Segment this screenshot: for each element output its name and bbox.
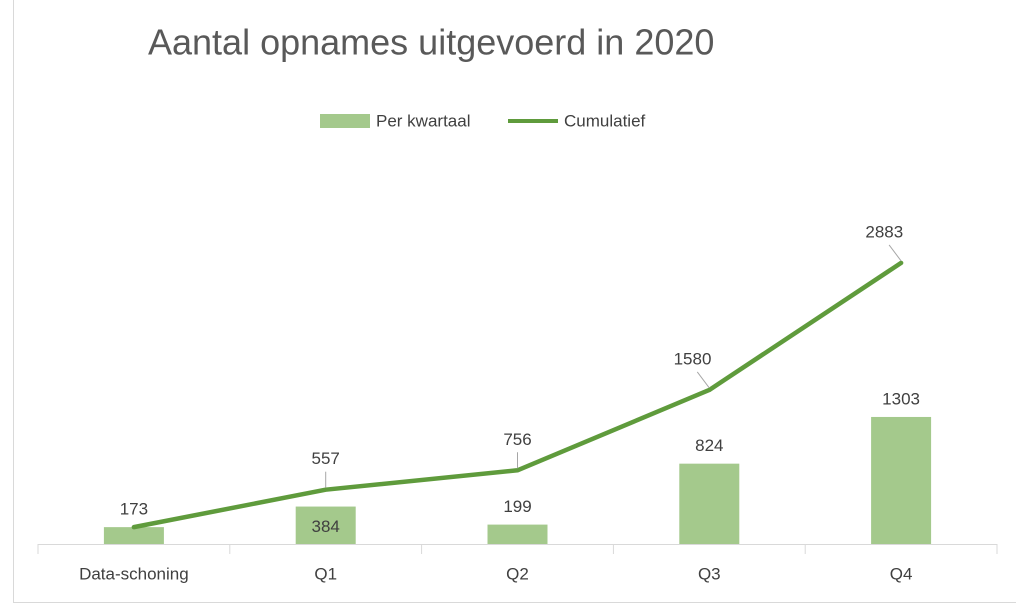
data-label: 1303 (882, 389, 920, 408)
legend-label: Per kwartaal (376, 111, 470, 130)
x-tick-label: Q4 (890, 564, 913, 583)
bar (104, 527, 164, 544)
data-label: 557 (312, 449, 340, 468)
bar (871, 417, 931, 544)
bar (679, 464, 739, 544)
bar (488, 525, 548, 544)
legend-label: Cumulatief (564, 111, 646, 130)
chart-title: Aantal opnames uitgevoerd in 2020 (148, 22, 714, 63)
data-label: 824 (695, 436, 723, 455)
data-label: 2883 (865, 222, 903, 241)
data-label: 199 (503, 497, 531, 516)
data-label: 384 (312, 517, 340, 536)
x-tick-label: Q1 (314, 564, 337, 583)
x-tick-label: Data-schoning (79, 564, 189, 583)
x-tick-label: Q3 (698, 564, 721, 583)
legend-swatch (320, 114, 370, 128)
data-label: 1580 (674, 349, 712, 368)
data-label: 173 (120, 500, 148, 519)
x-tick-label: Q2 (506, 564, 529, 583)
data-label: 756 (503, 430, 531, 449)
